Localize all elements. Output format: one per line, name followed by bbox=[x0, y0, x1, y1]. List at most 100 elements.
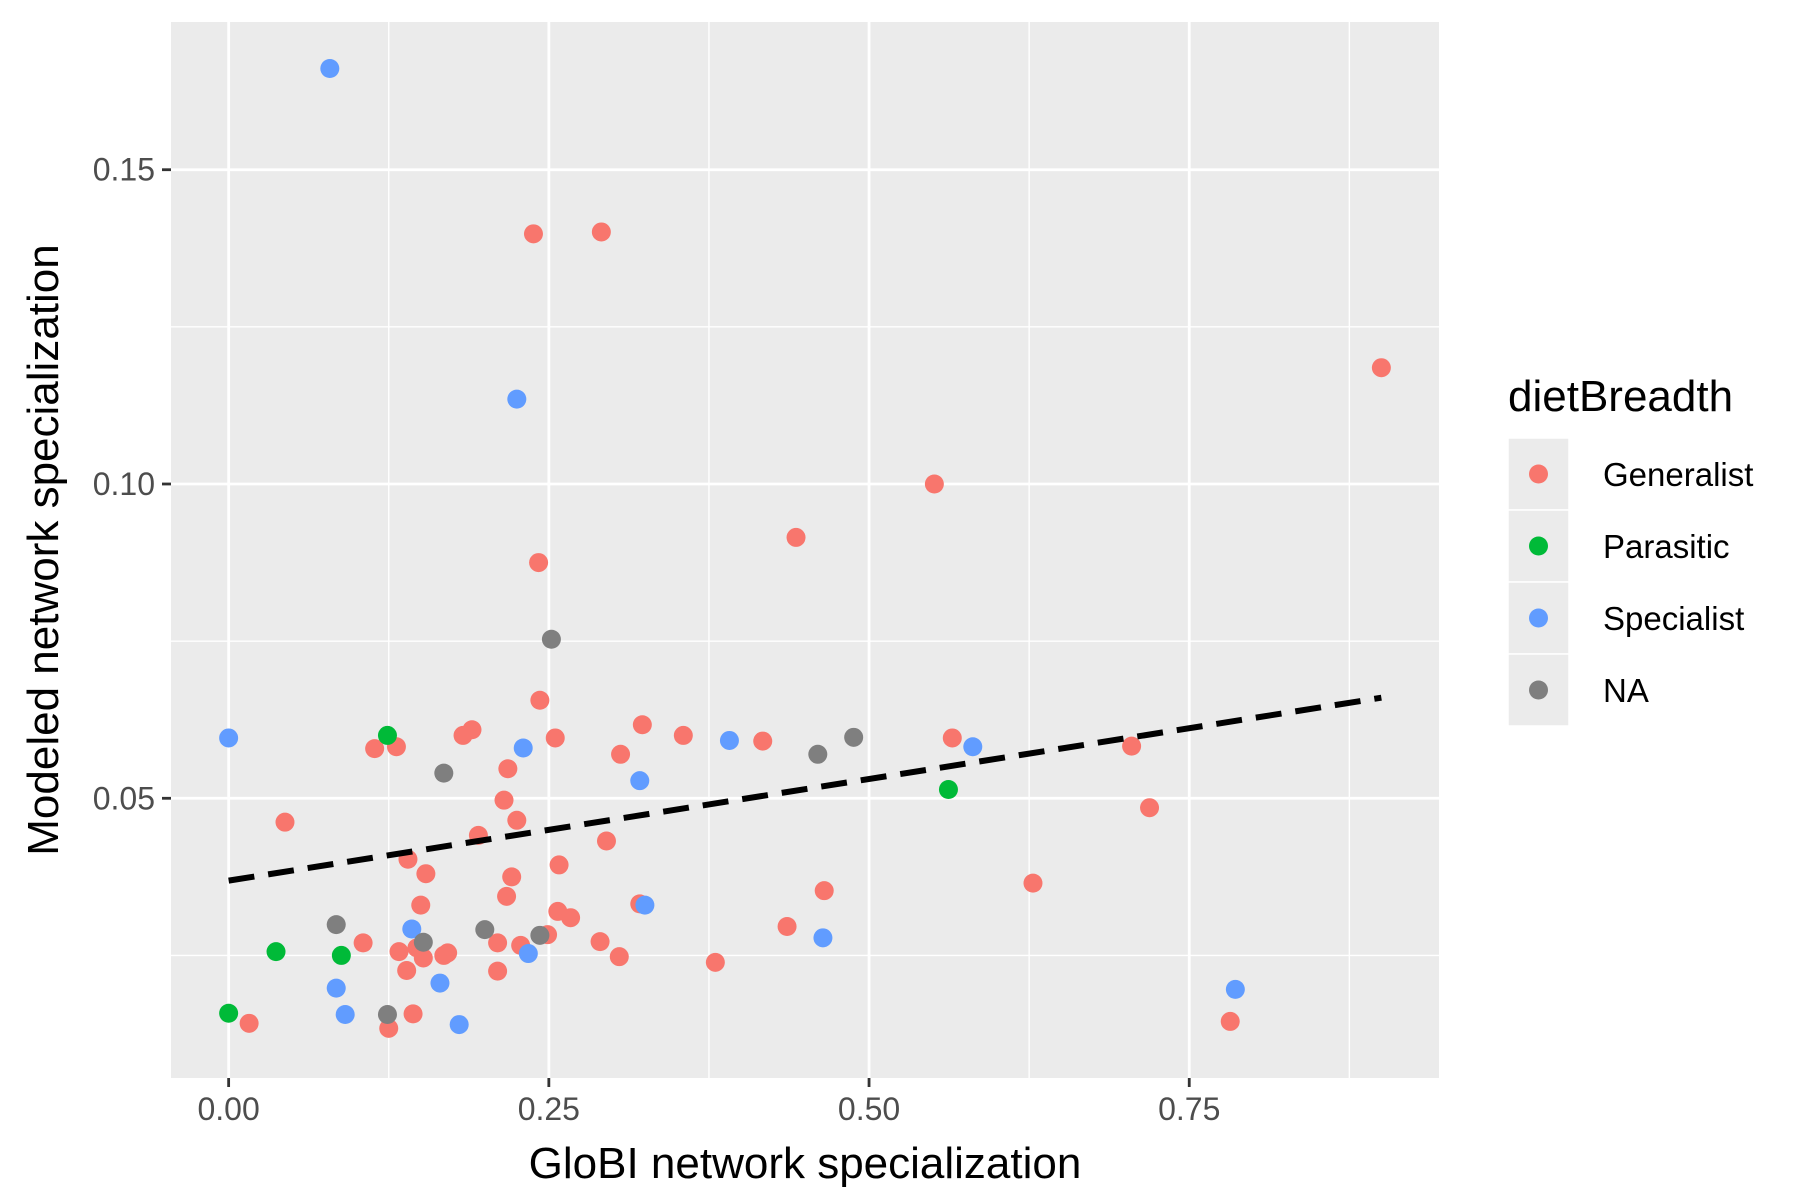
x-axis-title: GloBI network specialization bbox=[529, 1139, 1082, 1188]
point-generalist bbox=[353, 933, 373, 953]
point-generalist bbox=[389, 942, 409, 962]
point-generalist bbox=[611, 744, 631, 764]
point-specialist bbox=[518, 944, 538, 964]
point-generalist bbox=[596, 831, 616, 851]
point-generalist bbox=[814, 881, 834, 901]
legend-marker-parasitic bbox=[1529, 536, 1548, 556]
point-generalist bbox=[1122, 736, 1142, 756]
point-na bbox=[326, 915, 346, 935]
point-generalist bbox=[523, 224, 543, 244]
point-parasitic bbox=[331, 945, 351, 965]
point-parasitic bbox=[266, 942, 286, 962]
point-generalist bbox=[434, 945, 454, 965]
point-specialist bbox=[719, 730, 739, 750]
point-generalist bbox=[545, 728, 565, 748]
point-generalist bbox=[494, 790, 514, 810]
point-generalist bbox=[561, 908, 581, 928]
point-specialist bbox=[219, 728, 239, 748]
legend-marker-na bbox=[1529, 680, 1548, 700]
point-specialist bbox=[326, 978, 346, 998]
point-generalist bbox=[1220, 1011, 1240, 1031]
point-na bbox=[844, 727, 864, 747]
point-generalist bbox=[239, 1013, 259, 1033]
point-na bbox=[808, 744, 828, 764]
point-generalist bbox=[488, 961, 508, 981]
point-specialist bbox=[320, 59, 340, 79]
major-gridlines bbox=[171, 22, 1439, 1078]
point-generalist bbox=[507, 810, 527, 830]
x-tick-label: 0.25 bbox=[518, 1091, 580, 1127]
point-generalist bbox=[673, 725, 693, 745]
point-generalist bbox=[497, 886, 517, 906]
point-parasitic bbox=[938, 779, 958, 799]
x-tick-label: 0.00 bbox=[197, 1091, 259, 1127]
point-generalist bbox=[632, 715, 652, 735]
point-generalist bbox=[1140, 798, 1160, 818]
point-na bbox=[530, 925, 550, 945]
point-na bbox=[377, 1005, 397, 1025]
point-parasitic bbox=[219, 1003, 239, 1023]
legend: dietBreadth Generalist Parasitic Specialis… bbox=[1507, 372, 1753, 727]
point-generalist bbox=[397, 961, 417, 981]
x-tick-label: 0.50 bbox=[838, 1091, 900, 1127]
point-parasitic bbox=[377, 725, 397, 745]
plot-background bbox=[171, 22, 1439, 1078]
minor-gridlines bbox=[171, 22, 1439, 1078]
point-generalist bbox=[416, 864, 436, 884]
point-generalist bbox=[591, 222, 611, 242]
point-specialist bbox=[335, 1005, 355, 1025]
legend-label-parasitic: Parasitic bbox=[1603, 528, 1730, 565]
legend-label-specialist: Specialist bbox=[1603, 600, 1744, 637]
point-na bbox=[541, 629, 561, 649]
point-generalist bbox=[453, 725, 473, 745]
legend-label-generalist: Generalist bbox=[1603, 456, 1753, 493]
point-specialist bbox=[630, 771, 650, 791]
trend-line-path bbox=[228, 694, 1382, 884]
point-generalist bbox=[365, 739, 385, 759]
point-generalist bbox=[379, 1018, 399, 1038]
data-points bbox=[219, 59, 1391, 1038]
point-generalist bbox=[753, 731, 773, 751]
point-specialist bbox=[507, 389, 527, 409]
point-generalist bbox=[590, 932, 610, 952]
point-generalist bbox=[275, 812, 295, 832]
point-generalist bbox=[413, 948, 433, 968]
point-na bbox=[413, 932, 433, 952]
point-na bbox=[475, 920, 495, 940]
point-generalist bbox=[786, 527, 806, 547]
point-generalist bbox=[1371, 358, 1391, 378]
point-na bbox=[434, 763, 454, 783]
legend-entries: Generalist Parasitic Specialist NA bbox=[1507, 437, 1753, 727]
point-generalist bbox=[529, 553, 549, 573]
point-specialist bbox=[513, 738, 533, 758]
y-tick-label: 0.15 bbox=[93, 152, 155, 188]
point-generalist bbox=[549, 855, 569, 875]
point-generalist bbox=[705, 952, 725, 972]
y-axis: 0.05 0.10 0.15 bbox=[93, 152, 171, 816]
point-specialist bbox=[449, 1015, 469, 1035]
point-specialist bbox=[813, 928, 833, 948]
point-generalist bbox=[924, 474, 944, 494]
legend-label-na: NA bbox=[1603, 672, 1649, 709]
point-specialist bbox=[635, 895, 655, 915]
point-generalist bbox=[502, 867, 522, 887]
point-specialist bbox=[1225, 979, 1245, 999]
y-axis-title: Modeled network specialization bbox=[19, 244, 68, 855]
point-generalist bbox=[411, 895, 431, 915]
point-generalist bbox=[530, 690, 550, 710]
legend-marker-generalist bbox=[1529, 464, 1548, 484]
legend-marker-specialist bbox=[1529, 608, 1548, 628]
point-specialist bbox=[430, 973, 450, 993]
point-generalist bbox=[942, 728, 962, 748]
point-specialist bbox=[963, 737, 983, 757]
legend-title: dietBreadth bbox=[1508, 372, 1733, 421]
x-axis: 0.00 0.25 0.50 0.75 bbox=[197, 1078, 1220, 1127]
point-generalist bbox=[777, 917, 797, 937]
y-tick-label: 0.10 bbox=[93, 466, 155, 502]
trend-line bbox=[228, 694, 1382, 884]
point-generalist bbox=[498, 759, 518, 779]
point-specialist bbox=[402, 919, 422, 939]
point-generalist bbox=[1023, 873, 1043, 893]
point-generalist bbox=[488, 933, 508, 953]
